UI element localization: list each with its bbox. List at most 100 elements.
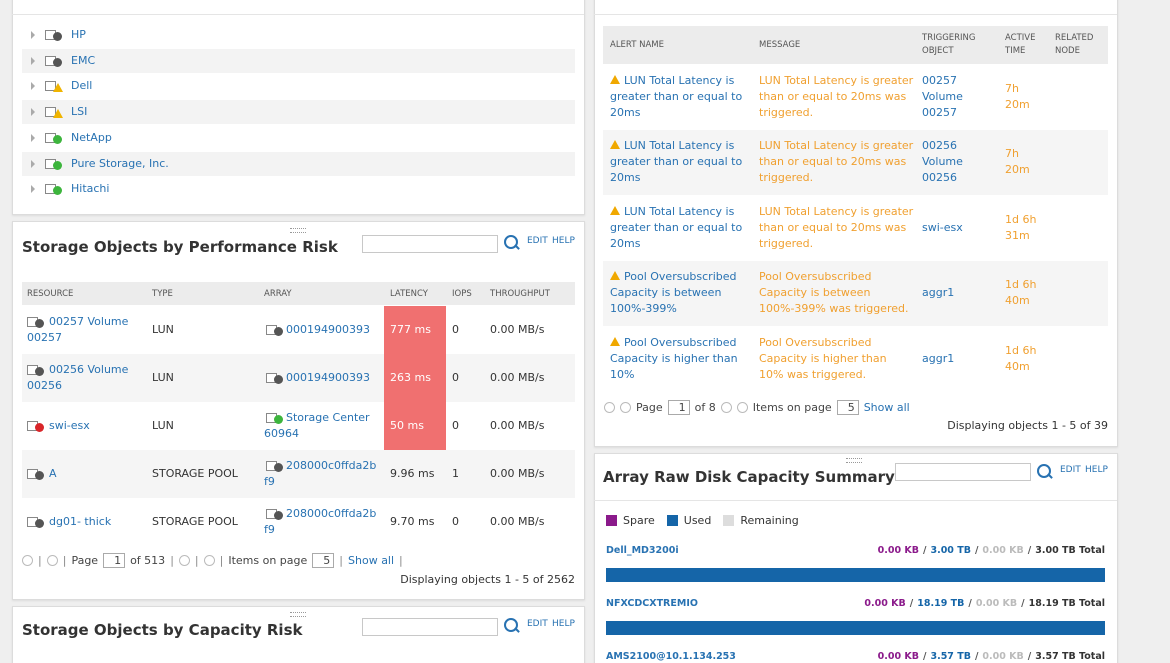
triggering-object-link[interactable]: swi-esx (922, 220, 963, 234)
array-link[interactable]: 000194900393 (286, 323, 370, 336)
status-badge (53, 134, 62, 144)
page-input[interactable]: 1 (103, 553, 126, 568)
vendor-link[interactable]: HP (71, 28, 86, 41)
alert-name-link[interactable]: LUN Total Latency is greater than or equ… (610, 73, 743, 119)
alert-name-link[interactable]: LUN Total Latency is greater than or equ… (610, 139, 743, 184)
items-input[interactable]: 5 (312, 553, 335, 568)
search-button[interactable] (503, 617, 520, 633)
pager-nav[interactable] (604, 402, 615, 413)
search-button[interactable] (503, 234, 520, 250)
capacity-figures: 0.00 KB/18.19 TB/0.00 KB/18.19 TB Total (800, 598, 1105, 609)
status-icon (45, 80, 63, 93)
resource-link[interactable]: dg01- thick (49, 515, 112, 528)
status-icon (27, 364, 45, 376)
vendor-link[interactable]: Hitachi (71, 182, 110, 196)
expand-arrow[interactable] (31, 185, 35, 194)
search-input[interactable] (362, 235, 498, 253)
array-name-link[interactable]: AMS2100@10.1.134.253 (606, 651, 736, 663)
array-link[interactable]: 208000c0ffda2bf9 (264, 459, 377, 488)
remaining-value: 0.00 KB (982, 651, 1024, 663)
triggering-object-link[interactable]: aggr1 (922, 286, 955, 299)
used-value: 3.00 TB (930, 545, 971, 556)
pager-nav[interactable] (46, 555, 58, 566)
alert-name-link[interactable]: LUN Total Latency is greater than or equ… (610, 204, 743, 250)
resource-link[interactable]: 00256 Volume 00256 (27, 363, 129, 392)
triggering-object-link[interactable]: aggr1 (922, 351, 955, 365)
warning-icon (610, 140, 620, 149)
pager-nav[interactable] (203, 555, 215, 566)
column-header: RESOURCE (27, 289, 74, 299)
warning-icon (610, 205, 620, 215)
remaining-value: 0.00 KB (982, 545, 1024, 556)
column-header-text: TRIGGERING OBJECT (922, 33, 976, 56)
resource-wrap: dg01- thick (27, 514, 111, 530)
status-badge (274, 327, 283, 336)
throughput-cell: 0.00 MB/s (490, 450, 570, 498)
message-cell: LUN Total Latency is greater than or equ… (759, 64, 914, 129)
alert-message: LUN Total Latency is greater than or equ… (759, 73, 914, 119)
array-link[interactable]: 000194900393 (286, 371, 370, 384)
help-button[interactable]: HELP (1085, 465, 1108, 475)
array-link[interactable]: Storage Center 60964 (264, 411, 370, 440)
divider (594, 500, 1117, 501)
throughput-cell: 0.00 MB/s (490, 306, 570, 354)
search-input[interactable] (895, 463, 1031, 481)
expand-arrow[interactable] (31, 31, 35, 39)
used-value: 18.19 TB (917, 598, 965, 610)
resource-link[interactable]: 00257 Volume 00257 (27, 315, 129, 344)
array-name-link[interactable]: NFXCDCXTREMIO (606, 598, 698, 610)
time-cell: 7h 20m (1005, 130, 1045, 195)
array-cell: 208000c0ffda2bf9 (264, 498, 379, 546)
resource-link[interactable]: A (49, 467, 57, 480)
pager-nav[interactable] (720, 402, 732, 413)
latency: 50 ms (390, 419, 424, 432)
latency: 9.70 ms (390, 515, 435, 528)
vendor-link[interactable]: EMC (71, 53, 96, 67)
edit-button[interactable]: EDIT (527, 236, 548, 246)
edit-button[interactable]: EDIT (1060, 465, 1081, 475)
pager-nav[interactable] (178, 555, 190, 566)
type-cell: LUN (152, 354, 252, 402)
warning-badge (53, 109, 63, 119)
type: LUN (152, 371, 174, 384)
show-all[interactable]: Show all (348, 554, 395, 567)
items-input[interactable]: 5 (836, 400, 859, 415)
expand-arrow[interactable] (31, 82, 35, 91)
expand-arrow[interactable] (31, 108, 35, 117)
row-shading (22, 151, 575, 176)
show-all[interactable]: Show all (863, 401, 910, 414)
panel-header: ALL UNACKNOWLEDGED ALERTS (604, 0, 735, 2)
alert-name-link[interactable]: Pool Oversubscribed Capacity is between … (610, 270, 737, 315)
throughput: 0.00 MB/s (490, 419, 545, 432)
separator: / (974, 651, 979, 663)
search-button[interactable] (1036, 463, 1053, 479)
pager-nav[interactable] (736, 402, 748, 413)
page-input[interactable]: 1 (667, 400, 690, 415)
table-header (603, 26, 1108, 64)
vendor-link[interactable]: Dell (71, 79, 93, 93)
search-handle (514, 627, 520, 633)
help-button[interactable]: HELP (552, 236, 575, 246)
search-input[interactable] (362, 618, 498, 636)
triggering-object-link[interactable]: 00256 Volume 00256 (922, 139, 963, 184)
resource-link[interactable]: swi-esx (49, 419, 90, 432)
pager-nav[interactable] (620, 402, 631, 413)
vendor-link[interactable]: LSI (71, 105, 88, 119)
vendor-link[interactable]: NetApp (71, 130, 112, 144)
status-badge (35, 519, 44, 528)
help-button[interactable]: HELP (552, 619, 575, 629)
status-icon (45, 55, 63, 67)
alert-name-link[interactable]: Pool Oversubscribed Capacity is higher t… (610, 335, 738, 381)
expand-arrow[interactable] (31, 56, 35, 65)
edit-button[interactable]: EDIT (527, 619, 548, 629)
throughput: 0.00 MB/s (490, 515, 545, 528)
triggering-object-link[interactable]: 00257 Volume 00257 (922, 73, 963, 119)
vendor-link[interactable]: Pure Storage, Inc. (71, 156, 169, 170)
array-name-link[interactable]: Dell_MD3200i (606, 545, 679, 556)
expand-arrow[interactable] (31, 133, 35, 142)
pager-nav[interactable] (22, 555, 33, 566)
array-link[interactable]: 208000c0ffda2bf9 (264, 507, 377, 536)
alert-name-cell: Pool Oversubscribed Capacity is higher t… (610, 326, 745, 391)
drag-handle (290, 612, 306, 617)
expand-arrow[interactable] (31, 159, 35, 168)
